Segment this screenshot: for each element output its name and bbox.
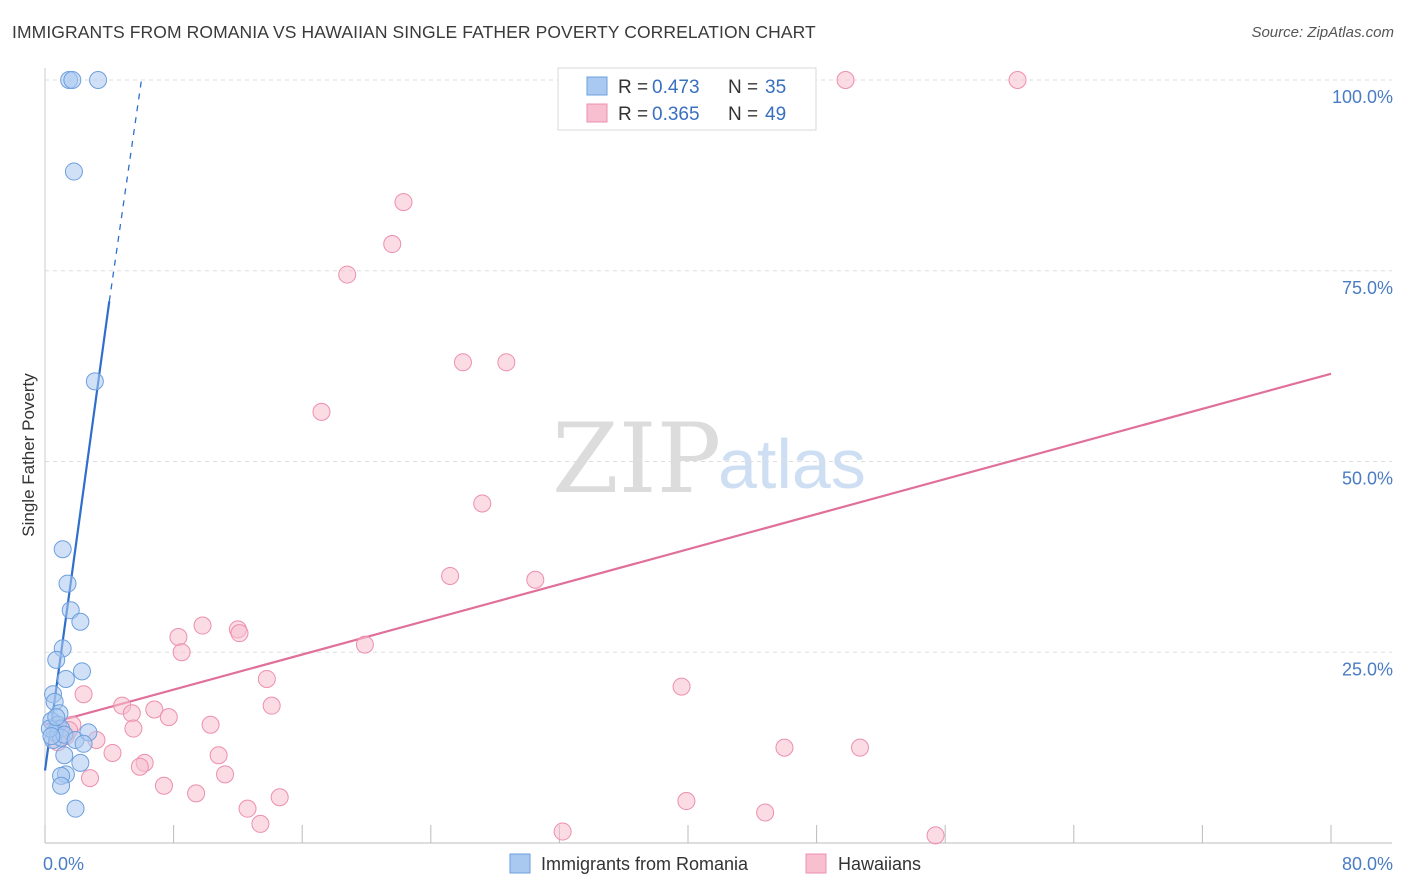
point-hawaiian-7 <box>312 402 331 421</box>
legend-swatch-hawaiian <box>586 103 608 123</box>
series-legend-swatch-hawaiian <box>805 853 827 874</box>
point-hawaiian-41 <box>270 788 289 807</box>
point-hawaiian-45 <box>251 814 270 833</box>
point-romania-2 <box>89 71 108 89</box>
legend-n-label-romania: N = <box>728 77 758 98</box>
y-axis-title: Single Father Poverty <box>19 373 38 537</box>
legend-swatch-romania <box>586 76 608 96</box>
point-hawaiian-26 <box>124 719 143 738</box>
point-romania-4 <box>85 372 104 391</box>
series-legend: Immigrants from Romania Hawaiians <box>509 853 921 874</box>
point-romania-12 <box>56 669 75 688</box>
point-romania-1 <box>63 71 82 89</box>
point-hawaiian-6 <box>497 353 516 372</box>
series-legend-label-romania: Immigrants from Romania <box>541 854 749 874</box>
point-hawaiian-46 <box>553 822 572 841</box>
point-romania-10 <box>47 650 66 669</box>
point-hawaiian-2 <box>394 193 413 212</box>
point-hawaiian-22 <box>122 704 141 723</box>
point-romania-33 <box>42 727 61 746</box>
point-romania-31 <box>66 799 85 818</box>
tick-labels: 25.0% 50.0% 75.0% 100.0% 0.0% 80.0% <box>43 87 1393 874</box>
point-hawaiian-9 <box>441 566 460 585</box>
point-romania-6 <box>58 574 77 593</box>
y-tick-label-0: 25.0% <box>1342 659 1393 679</box>
legend-n-value-romania: 35 <box>765 77 786 98</box>
point-hawaiian-18 <box>672 677 691 696</box>
y-tick-label-3: 100.0% <box>1332 87 1393 107</box>
point-hawaiian-23 <box>145 700 164 719</box>
legend-r-value-romania: 0.473 <box>652 77 700 98</box>
point-hawaiian-35 <box>775 738 794 757</box>
point-romania-11 <box>72 662 91 681</box>
point-hawaiian-15 <box>355 635 374 654</box>
point-romania-8 <box>71 612 90 631</box>
series-legend-label-hawaiian: Hawaiians <box>838 854 921 874</box>
legend-r-label-hawaiian: R = <box>618 104 648 125</box>
data-points <box>40 71 1027 845</box>
point-romania-34 <box>47 708 66 727</box>
point-hawaiian-5 <box>453 353 472 372</box>
legend-n-value-hawaiian: 49 <box>765 104 786 125</box>
point-romania-3 <box>64 162 83 181</box>
point-hawaiian-40 <box>187 784 206 803</box>
trend-line-romania-extension <box>108 79 143 302</box>
point-romania-26 <box>55 746 74 765</box>
point-hawaiian-16 <box>172 643 191 662</box>
trend-line-hawaiian <box>44 372 1332 726</box>
point-hawaiian-32 <box>209 746 228 765</box>
legend-r-value-hawaiian: 0.365 <box>652 104 700 125</box>
point-hawaiian-10 <box>526 570 545 589</box>
point-hawaiian-31 <box>103 743 122 762</box>
point-hawaiian-11 <box>193 616 212 635</box>
point-hawaiian-34 <box>130 757 149 776</box>
point-hawaiian-42 <box>677 792 696 811</box>
point-hawaiian-44 <box>756 803 775 822</box>
watermark-zip: ZIP <box>552 403 721 515</box>
x-tick-label-0: 0.0% <box>43 854 84 874</box>
stats-legend: R = 0.473 N = 35 R = 0.365 N = 49 <box>557 67 817 131</box>
point-hawaiian-24 <box>159 708 178 727</box>
point-hawaiian-4 <box>338 265 357 284</box>
y-tick-label-1: 50.0% <box>1342 469 1393 489</box>
point-hawaiian-14 <box>230 624 249 643</box>
grid-lines <box>45 79 1392 653</box>
point-hawaiian-27 <box>201 715 220 734</box>
point-hawaiian-36 <box>851 738 870 757</box>
point-hawaiian-17 <box>257 669 276 688</box>
point-hawaiian-8 <box>473 494 492 513</box>
y-tick-label-2: 75.0% <box>1342 278 1393 298</box>
point-romania-5 <box>53 540 72 559</box>
point-hawaiian-47 <box>926 826 945 845</box>
point-hawaiian-38 <box>81 769 100 788</box>
series-legend-swatch-romania <box>509 853 531 874</box>
point-hawaiian-0 <box>836 71 855 89</box>
point-hawaiian-37 <box>216 765 235 784</box>
point-hawaiian-3 <box>383 235 402 254</box>
x-tick-label-1: 80.0% <box>1342 854 1393 874</box>
source-label: Source: ZipAtlas.com <box>1251 24 1394 41</box>
chart-title: IMMIGRANTS FROM ROMANIA VS HAWAIIAN SING… <box>12 22 816 42</box>
legend-r-label-romania: R = <box>618 77 648 98</box>
point-hawaiian-39 <box>154 776 173 795</box>
watermark-atlas: atlas <box>718 425 866 503</box>
point-hawaiian-19 <box>74 685 93 704</box>
legend-n-label-hawaiian: N = <box>728 104 758 125</box>
point-hawaiian-20 <box>262 696 281 715</box>
point-hawaiian-1 <box>1008 71 1027 89</box>
point-hawaiian-43 <box>238 799 257 818</box>
point-romania-30 <box>52 776 71 795</box>
point-romania-25 <box>74 734 93 753</box>
point-romania-27 <box>71 753 90 772</box>
point-hawaiian-13 <box>169 627 188 646</box>
